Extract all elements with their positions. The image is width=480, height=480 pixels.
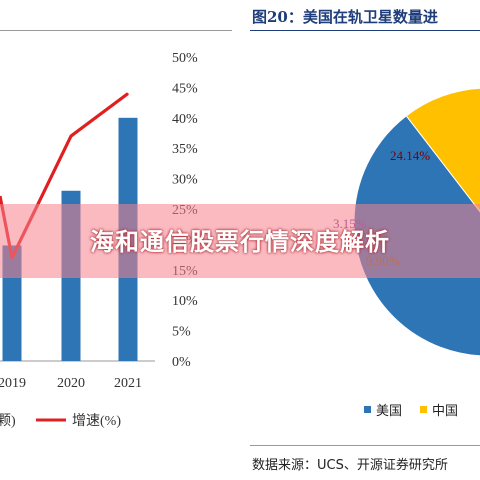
x-tick-2019: 2019: [0, 376, 26, 391]
y-tick-right: 35%: [172, 142, 198, 157]
y-tick-right: 0%: [172, 355, 191, 370]
legend-line-label: 增速(%): [72, 413, 121, 429]
y-tick-right: 30%: [172, 173, 198, 188]
legend-label-1: 中国: [432, 404, 458, 419]
growth-point-2020: [70, 135, 72, 137]
y-tick-right: 40%: [172, 112, 198, 127]
growth-point-2021: [127, 92, 129, 94]
source-divider: [250, 445, 480, 446]
legend-bar-label: 颗): [0, 414, 16, 429]
x-tick-2021: 2021: [114, 376, 142, 391]
pie-value-label: 24.14%: [390, 148, 430, 163]
y-tick-right: 10%: [172, 294, 198, 309]
y-tick-right: 5%: [172, 325, 191, 340]
title-divider: [250, 30, 480, 31]
legend-swatch-0: [364, 406, 371, 413]
pie-slice-中国: [405, 87, 480, 213]
overlay-banner: [0, 204, 480, 278]
banner-title: 海和通信股票行情深度解析: [90, 228, 390, 256]
y-tick-right: 50%: [172, 51, 198, 66]
pie-chart-title: 图20：美国在轨卫星数量进: [252, 8, 438, 26]
y-tick-right: 45%: [172, 81, 198, 96]
legend-label-0: 美国: [376, 404, 402, 419]
source-note: 数据来源：UCS、开源证券研究所: [252, 458, 448, 473]
legend-swatch-1: [420, 406, 427, 413]
x-tick-2020: 2020: [57, 376, 85, 391]
